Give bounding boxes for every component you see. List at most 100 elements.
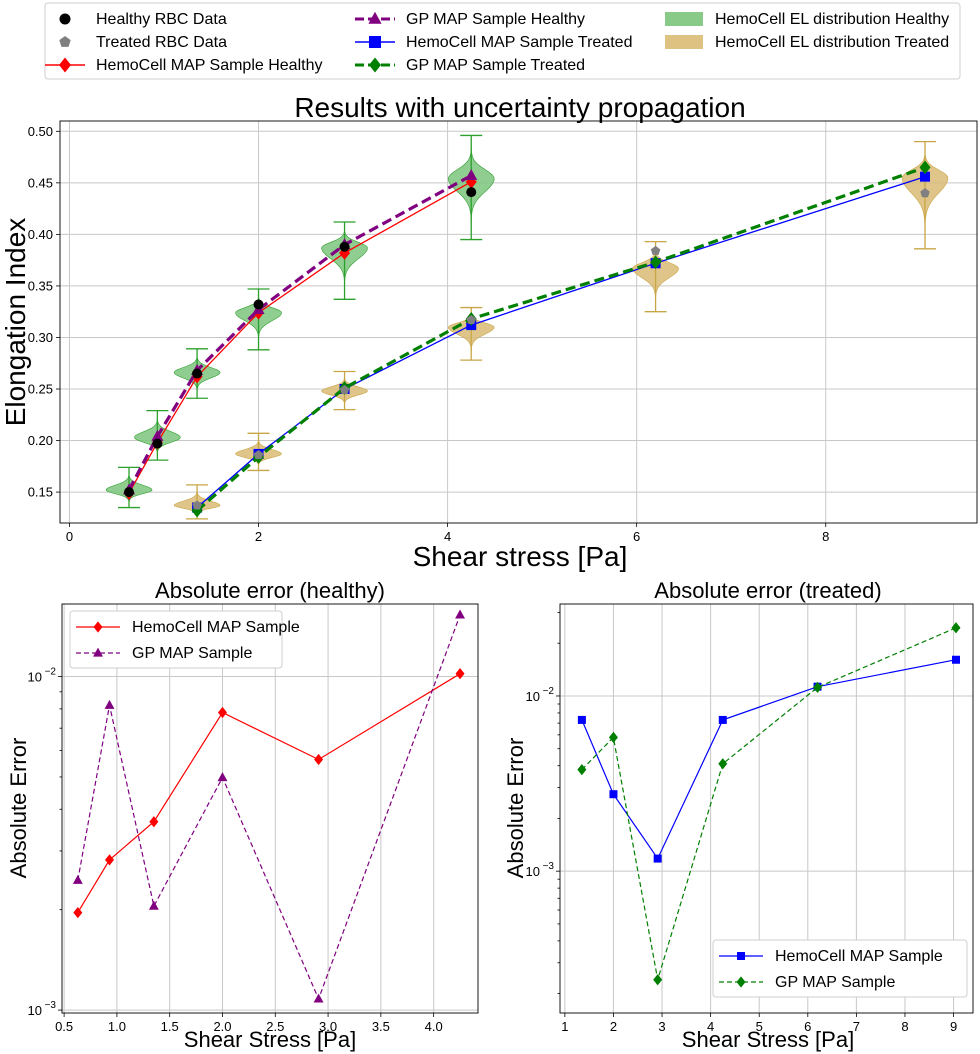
healthy-data-point [466,187,477,198]
treated-error-lines [577,622,961,986]
x-tick-label: 0.5 [55,1019,73,1034]
y-tick-label: 0.30 [28,330,53,345]
gp-healthy-point [151,429,164,441]
legend-entry-dist-treated: HemoCell EL distribution Treated [665,34,949,51]
healthy-error-title: Absolute error (healthy) [155,578,385,603]
legend-diamond-icon [59,57,71,73]
error-series-point [72,874,83,884]
x-tick-label: 4 [707,1019,714,1034]
legend-label: HemoCell MAP Sample Treated [406,34,632,51]
error-series-point [73,906,83,919]
treated-error-ticks: 1 2 3 4 5 6 7 8 910−210−3 [526,611,957,1034]
x-tick-label: 7 [853,1019,860,1034]
legend-patch-icon [665,35,703,49]
x-tick-label: 9 [950,1019,957,1034]
main-ylabel: Elongation Index [0,218,31,427]
legend-label: GP MAP Sample [132,645,252,662]
healthy-error-chart: Absolute error (healthy) 0.5 1.0 1.5 2.0 2.5… [6,578,479,1052]
treated-data-point [920,188,930,198]
gp-treated-point [650,255,662,270]
healthy-data-point [192,368,203,379]
healthy-error-legend-box [69,610,283,669]
error-series-point [653,974,663,986]
top-legend: Healthy RBC Data Treated RBC Data HemoCe… [44,2,961,80]
legend-label: Treated RBC Data [96,34,227,51]
main-lines [122,160,931,518]
main-ticks: 0 2 4 6 8 0.15 0.20 0.25 0.30 0.35 0.40 0.45 0.50 [28,124,830,544]
legend-entry-gp-map-treated: GP MAP Sample Treated [355,57,585,74]
error-series-point [951,655,960,664]
x-tick-label: 4 [444,529,451,544]
legend-label: GP MAP Sample [775,974,895,991]
legend-label: HemoCell MAP Sample [775,948,943,965]
healthy-error-ticks: 0.5 1.0 1.5 2.0 2.5 3.0 3.5 4.010−210−3 [28,667,443,1034]
x-tick-label: 2.5 [266,1019,284,1034]
healthy-data-point [124,487,135,498]
legend-triangle-icon [368,11,382,24]
gp-treated-point [919,160,931,175]
legend-entry-treated-rbc-data: Treated RBC Data [59,34,227,51]
legend-pentagon-icon [59,36,71,47]
x-tick-label: 2 [255,529,262,544]
y-tick-label: 0.15 [28,485,53,500]
legend-square-icon [737,952,745,960]
legend-label: HemoCell EL distribution Treated [715,34,949,51]
x-tick-label: 3.5 [372,1019,390,1034]
y-tick-label: 10 [526,864,540,879]
healthy-error-xlabel: Shear Stress [Pa] [184,1027,356,1052]
error-series-point [718,758,728,770]
error-series-point [813,681,823,693]
error-series-point [718,715,727,724]
hemocell-treated-line [196,176,926,508]
healthy-data-point [152,438,163,449]
error-series-point [217,706,227,719]
y-tick-label: 0.25 [28,382,53,397]
legend-entry-hemocell-map-treated: HemoCell MAP Sample Treated [355,34,632,51]
error-series-point [148,900,159,910]
legend-entry-gp-map-healthy: GP MAP Sample Healthy [355,11,585,28]
x-tick-label: 3 [658,1019,665,1034]
y-tick-label: 10 [28,670,42,685]
hemocell-treated-point [920,171,931,182]
y-tick-exponent: −2 [45,667,57,678]
x-tick-label: 1.0 [108,1019,126,1034]
error-series-point [149,816,159,828]
main-chart: Results with uncertainty propagation 0 2 4… [0,92,978,572]
legend-label: Healthy RBC Data [96,11,227,28]
y-tick-label: 0.20 [28,433,53,448]
top-legend-box [44,2,961,80]
treated-error-legend: HemoCell MAP Sample GP MAP Sample [712,939,968,998]
legend-entry-healthy-rbc-data: Healthy RBC Data [59,11,227,28]
legend-label: GP MAP Sample Treated [406,57,585,74]
treated-data-point [192,500,202,510]
legend-triangle-icon [93,647,103,657]
error-series-point [455,609,466,619]
treated-legend-gp: GP MAP Sample [719,974,895,991]
main-grid [60,121,977,523]
y-tick-label: 0.50 [28,124,53,139]
y-tick-label: 10 [526,689,540,704]
error-series-point [313,993,324,1003]
treated-data-point [253,449,264,460]
legend-circle-icon [59,13,71,25]
legend-diamond-icon [369,57,381,73]
legend-label: HemoCell EL distribution Healthy [715,11,949,28]
x-tick-label: 3.0 [319,1019,337,1034]
error-series-line [581,659,957,860]
error-series-point [104,699,115,709]
legend-label: HemoCell MAP Sample [132,619,300,636]
treated-error-legend-box [712,939,968,998]
gp-healthy-line [127,174,472,491]
error-series-point [455,668,465,680]
treated-error-axes-frame [559,603,974,1014]
legend-entry-dist-healthy: HemoCell EL distribution Healthy [665,11,949,28]
x-tick-label: 6 [804,1019,811,1034]
legend-label: HemoCell MAP Sample Healthy [96,57,322,74]
y-tick-label: 0.45 [28,175,53,190]
legend-label: GP MAP Sample Healthy [406,11,585,28]
y-tick-label: 0.35 [28,278,53,293]
healthy-data-point [339,241,350,252]
main-xlabel: Shear stress [Pa] [413,541,628,572]
main-axes-frame [59,120,978,524]
